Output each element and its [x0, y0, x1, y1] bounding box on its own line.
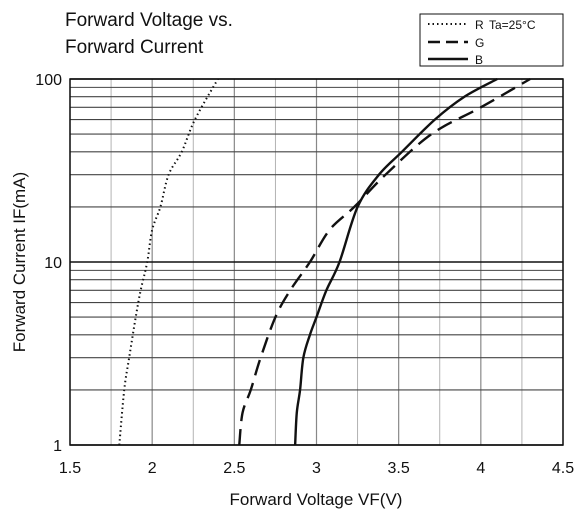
series-line-g: [238, 77, 531, 446]
y-axis-label: Forward Current IF(mA): [10, 172, 29, 352]
y-tick-label: 10: [44, 255, 62, 272]
tick-labels: 1.5 2 2.5 3 3.5 4 4.5 1 10 100: [35, 72, 574, 477]
y-tick-label: 100: [35, 72, 62, 89]
chart-title-line-2: Forward Current: [65, 37, 204, 58]
curves: [118, 77, 531, 446]
legend-label-g: G: [475, 36, 484, 50]
legend-label-r: R: [475, 18, 484, 32]
chart-title-line-1: Forward Voltage vs.: [65, 10, 233, 31]
x-tick-label: 2.5: [223, 460, 245, 477]
y-tick-label: 1: [53, 438, 62, 455]
plot-frame: [69, 78, 564, 446]
x-tick-label: 1.5: [59, 460, 81, 477]
x-tick-label: 3: [312, 460, 321, 477]
legend-note: Ta=25°C: [489, 18, 536, 32]
x-tick-label: 4.5: [552, 460, 574, 477]
legend-label-b: B: [475, 53, 483, 67]
series-line-b: [293, 77, 498, 446]
x-tick-label: 4: [476, 460, 485, 477]
x-tick-label: 2: [148, 460, 157, 477]
legend: RGB Ta=25°C: [428, 18, 536, 67]
legend-box: [419, 13, 564, 67]
x-axis-label: Forward Voltage VF(V): [230, 490, 403, 509]
grid: [69, 78, 564, 446]
x-tick-label: 3.5: [388, 460, 410, 477]
